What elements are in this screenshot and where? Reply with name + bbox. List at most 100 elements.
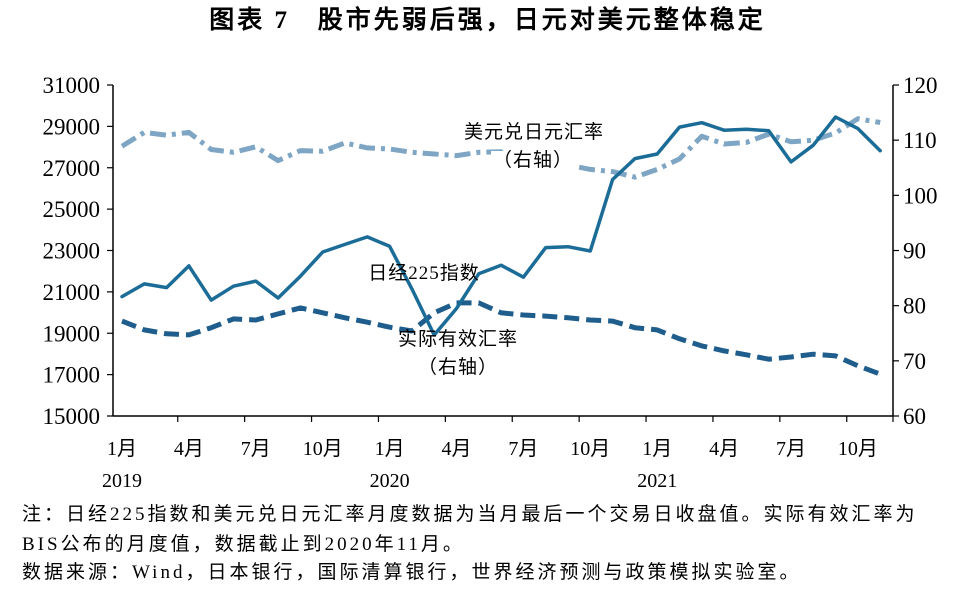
note-line-1: 注：日经225指数和美元兑日元汇率月度数据为当月最后一个交易日收盘值。实际有效汇…: [22, 504, 918, 525]
real-effective-exchange-rate-point: [431, 310, 437, 316]
left-y-tick-label: 29000: [43, 114, 101, 139]
reer-label: 实际有效汇率: [398, 328, 518, 350]
real-effective-exchange-rate-point: [520, 312, 526, 318]
nikkei-225-point: [454, 306, 460, 312]
usd-jpy-rate-point: [610, 169, 616, 175]
real-effective-exchange-rate-point: [677, 336, 683, 342]
real-effective-exchange-rate-point: [208, 325, 214, 331]
nikkei-225-point: [743, 126, 749, 132]
nikkei-225-point: [855, 126, 861, 132]
usd-jpy-rate-point: [877, 120, 883, 126]
usd-jpy-rate-point: [320, 148, 326, 154]
real-effective-exchange-rate-point: [699, 343, 705, 349]
usd-jpy-rate-point: [833, 130, 839, 136]
x-year-label: 2020: [370, 470, 410, 492]
nikkei-225-point: [342, 241, 348, 247]
nikkei-225-point: [833, 114, 839, 120]
nikkei-225-point: [721, 127, 727, 133]
real-effective-exchange-rate-point: [877, 371, 883, 377]
x-month-label: 4月: [174, 438, 204, 460]
nikkei-225-series: [120, 114, 882, 337]
left-y-tick-label: 21000: [43, 280, 101, 305]
right-y-tick-label: 80: [903, 294, 926, 319]
x-month-label: 1月: [107, 438, 137, 460]
usd-jpy-rate-point: [231, 149, 237, 155]
usd-jpy-rate-point: [454, 153, 460, 159]
real-effective-exchange-rate-point: [342, 315, 348, 321]
data-source-note: 数据来源：Wind，日本银行，国际清算银行，世界经济预测与政策模拟实验室。: [22, 562, 802, 583]
usd-jpy-label-group: 美元兑日元汇率: [461, 121, 607, 143]
usd-jpy-rate-point: [855, 116, 861, 122]
right-y-tick-label: 70: [903, 349, 926, 374]
real-effective-exchange-rate-point: [788, 354, 794, 360]
usd-jpy-rate-point: [208, 147, 214, 153]
real-effective-exchange-rate-point: [565, 315, 571, 321]
left-y-tick-label: 17000: [43, 363, 101, 388]
right-y-tick-label: 90: [903, 239, 926, 264]
real-effective-exchange-rate-point: [231, 316, 237, 322]
nikkei-225-point: [677, 124, 683, 130]
real-effective-exchange-rate-point: [253, 317, 259, 323]
left-y-tick-label: 23000: [43, 239, 101, 264]
nikkei-225-point: [253, 278, 259, 284]
x-month-label: 7月: [776, 438, 806, 460]
real-effective-exchange-rate-point: [498, 310, 504, 316]
nikkei-225-point: [788, 159, 794, 165]
usd-jpy-rate-point: [141, 129, 147, 135]
nikkei-225-point: [186, 263, 192, 269]
real-effective-exchange-rate-point: [141, 327, 147, 333]
nikkei-225-point: [498, 262, 504, 268]
axes: 15000 17000 19000 21000 23000 25000 27000 29000…: [43, 73, 938, 492]
left-y-tick-label: 31000: [43, 73, 101, 98]
real-effective-exchange-rate-series: [119, 300, 883, 377]
usd-jpy-rate-point: [721, 141, 727, 147]
real-effective-exchange-rate-point: [320, 310, 326, 316]
nikkei-225-point: [231, 283, 237, 289]
right-y-tick-label: 100: [903, 183, 938, 208]
real-effective-exchange-rate-point: [364, 319, 370, 325]
x-year-label: 2021: [637, 470, 677, 492]
reer-right-axis-note: （右轴）: [418, 356, 498, 378]
nikkei-225-point: [409, 286, 415, 292]
reer-right-axis-note-group: （右轴）: [418, 356, 498, 378]
real-effective-exchange-rate-point: [743, 352, 749, 358]
nikkei-225-point: [520, 274, 526, 280]
nikkei-225-point: [699, 120, 705, 126]
nikkei-225-point: [320, 249, 326, 255]
real-effective-exchange-rate-point: [186, 332, 192, 338]
line-chart: 15000 17000 19000 21000 23000 25000 27000 29000…: [43, 73, 938, 492]
real-effective-exchange-rate-point: [164, 331, 170, 337]
usd-jpy-rate-point: [119, 143, 125, 149]
usd-jpy-rate-point: [342, 140, 348, 146]
nikkei-225-point: [766, 128, 772, 134]
real-effective-exchange-rate-point: [855, 363, 861, 369]
usd-jpy-rate-point: [788, 139, 794, 145]
real-effective-exchange-rate-point: [387, 324, 393, 330]
x-year-label: 2019: [102, 470, 142, 492]
usd-jpy-rate-point: [476, 149, 482, 155]
x-month-label: 10月: [303, 438, 343, 460]
x-month-label: 7月: [241, 438, 271, 460]
usd-jpy-label-background: [461, 123, 607, 141]
real-effective-exchange-rate-point: [654, 327, 660, 333]
nikkei-225-point: [297, 273, 303, 279]
left-y-tick-label: 27000: [43, 156, 101, 181]
real-effective-exchange-rate-point: [632, 325, 638, 331]
usd-jpy-rate-point: [186, 129, 192, 135]
usd-jpy-right-axis-note-background: [490, 151, 576, 169]
nikkei-225-point: [543, 245, 549, 251]
usd-jpy-rate-point: [632, 174, 638, 180]
x-month-label: 1月: [642, 438, 672, 460]
real-effective-exchange-rate-point: [766, 356, 772, 362]
usd-jpy-rate-point: [587, 166, 593, 172]
nikkei-225-point: [141, 281, 147, 287]
real-effective-exchange-rate-point: [610, 318, 616, 324]
nikkei-225-point: [587, 248, 593, 254]
usd-jpy-rate-point: [677, 156, 683, 162]
nikkei-225-point: [632, 156, 638, 162]
usd-jpy-rate-point: [164, 132, 170, 138]
usd-jpy-right-axis-note-group: （右轴）: [490, 149, 576, 171]
x-month-label: 1月: [375, 438, 405, 460]
real-effective-exchange-rate-point: [119, 318, 125, 324]
x-month-label: 4月: [442, 438, 472, 460]
